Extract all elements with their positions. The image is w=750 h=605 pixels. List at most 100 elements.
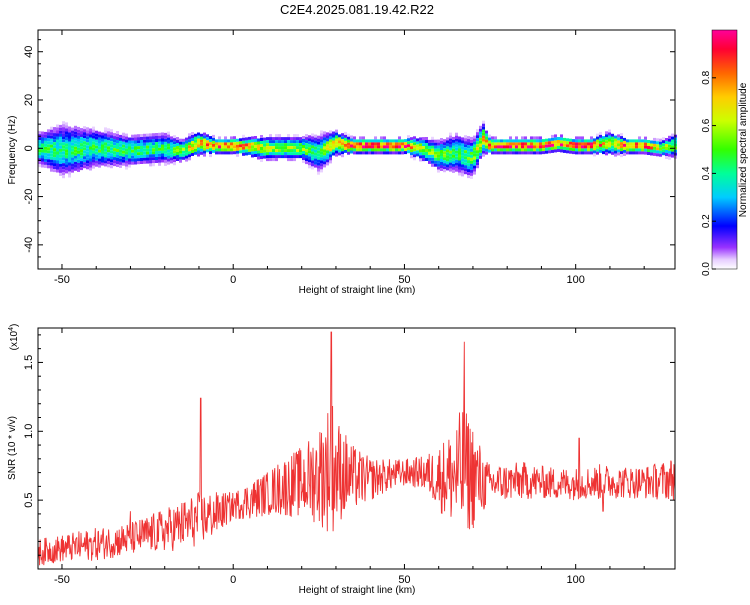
heatmap-cell — [467, 172, 470, 176]
heatmap-cell — [512, 145, 515, 149]
heatmap-cell — [584, 142, 587, 146]
heatmap-cell — [134, 155, 137, 159]
heatmap-cell — [605, 146, 608, 150]
heatmap-cell — [197, 153, 200, 157]
heatmap-cell — [539, 151, 542, 155]
heatmap-cell — [254, 154, 257, 157]
heatmap-cell — [557, 137, 560, 140]
heatmap-cell — [653, 149, 656, 153]
heatmap-cell — [173, 135, 176, 139]
heatmap-cell — [125, 163, 128, 167]
heatmap-cell — [236, 138, 239, 142]
heatmap-cell — [641, 148, 644, 152]
heatmap-cell — [422, 143, 425, 147]
heatmap-cell — [128, 149, 131, 153]
heatmap-cell — [482, 138, 485, 142]
heatmap-cell — [605, 152, 608, 156]
heatmap-cell — [269, 155, 272, 159]
heatmap-cell — [509, 151, 512, 155]
heatmap-cell — [236, 153, 239, 157]
heatmap-cell — [203, 141, 206, 145]
heatmap-cell — [62, 169, 65, 173]
heatmap-cell — [452, 145, 455, 149]
heatmap-cell — [545, 144, 548, 148]
snr-y-label: SNR (10 * v/v) — [7, 416, 18, 480]
heatmap-cell — [179, 150, 182, 154]
heatmap-cell — [488, 134, 491, 138]
heatmap-cell — [149, 145, 152, 149]
heatmap-cell — [167, 143, 170, 147]
heatmap-cell — [620, 154, 623, 158]
heatmap-cell — [524, 151, 527, 155]
heatmap-cell — [302, 151, 305, 154]
heatmap-cell — [152, 142, 155, 146]
heatmap-cell — [575, 145, 578, 149]
heatmap-cell — [44, 158, 47, 162]
heatmap-cell — [206, 149, 209, 153]
heatmap-cell — [458, 142, 461, 146]
heatmap-cell — [353, 139, 356, 143]
heatmap-cell — [647, 152, 650, 155]
heatmap-cell — [617, 137, 620, 141]
snr-multiplier-exp: 4 — [8, 327, 15, 331]
heatmap-cell — [434, 160, 437, 164]
heatmap-cell — [161, 135, 164, 139]
heatmap-cell — [206, 143, 209, 147]
heatmap-cell — [533, 145, 536, 149]
heatmap-cell — [143, 142, 146, 146]
heatmap-cell — [482, 123, 485, 127]
heatmap-cell — [173, 138, 176, 142]
heatmap-cell — [68, 150, 71, 154]
heatmap-cell — [629, 142, 632, 146]
heatmap-cell — [317, 135, 320, 139]
heatmap-cell — [539, 145, 542, 149]
heatmap-cell — [272, 143, 275, 147]
heatmap-cell — [101, 159, 104, 163]
heatmap-cell — [137, 143, 140, 147]
heatmap-cell — [92, 144, 95, 148]
heatmap-cell — [383, 139, 386, 143]
heatmap-cell — [644, 148, 647, 152]
heatmap-cell — [254, 142, 257, 145]
heatmap-cell — [614, 138, 617, 142]
heatmap-cell — [431, 145, 434, 149]
heatmap-cell — [317, 159, 320, 163]
heatmap-cell — [122, 138, 125, 142]
heatmap-cell — [59, 136, 62, 140]
heatmap-cell — [152, 151, 155, 155]
heatmap-cell — [623, 143, 626, 147]
heatmap-cell — [383, 145, 386, 149]
heatmap-cell — [50, 144, 53, 148]
heatmap-cell — [665, 138, 668, 141]
heatmap-cell — [482, 129, 485, 133]
heatmap-cell — [194, 145, 197, 149]
heatmap-cell — [449, 132, 452, 136]
heatmap-cell — [416, 147, 419, 151]
heatmap-cell — [272, 137, 275, 141]
heatmap-cell — [527, 142, 530, 146]
heatmap-cell — [461, 155, 464, 159]
heatmap-cell — [278, 146, 281, 150]
heatmap-cell — [422, 137, 425, 141]
heatmap-cell — [338, 140, 341, 144]
heatmap-cell — [218, 151, 221, 155]
heatmap-cell — [608, 132, 611, 136]
heatmap-cell — [113, 142, 116, 146]
heatmap-cell — [359, 145, 362, 149]
heatmap-cell — [239, 150, 242, 154]
heatmap-cell — [467, 145, 470, 149]
heatmap-cell — [113, 133, 116, 137]
heatmap-cell — [443, 166, 446, 170]
heatmap-cell — [62, 154, 65, 158]
heatmap-cell — [500, 145, 503, 149]
heatmap-cell — [350, 141, 353, 145]
heatmap-cell — [344, 146, 347, 150]
colorbar-gradient — [711, 29, 738, 270]
heatmap-cell — [146, 151, 149, 155]
heatmap-cell — [452, 139, 455, 143]
heatmap-cell — [53, 142, 56, 146]
heatmap-cell — [572, 145, 575, 149]
heatmap-cell — [422, 155, 425, 159]
heatmap-cell — [263, 149, 266, 153]
heatmap-cell — [77, 156, 80, 160]
